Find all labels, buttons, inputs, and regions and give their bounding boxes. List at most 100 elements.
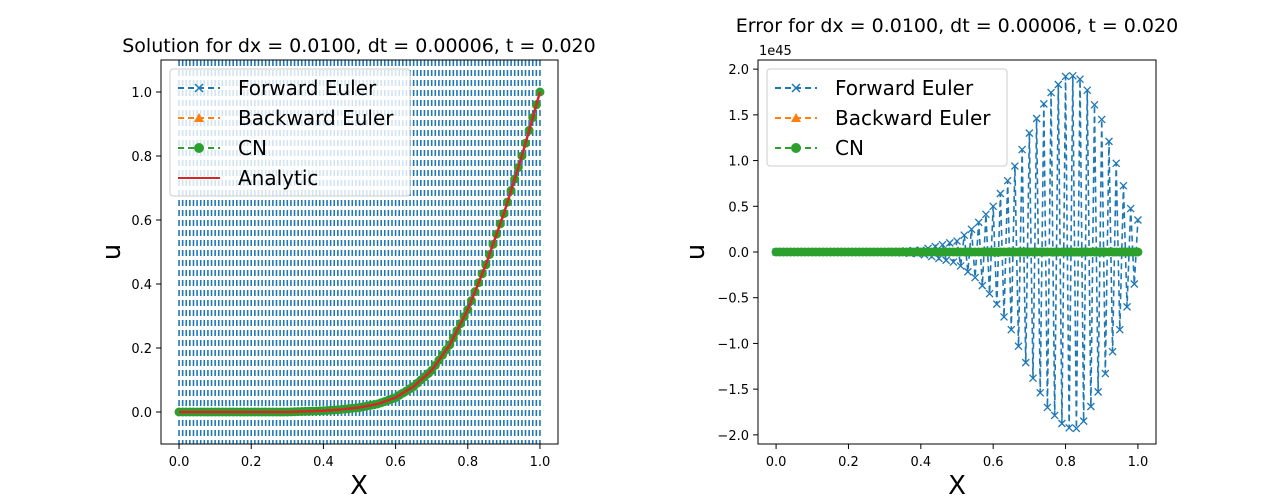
right-forward-euler-point [1000,312,1008,321]
right-forward-euler-point [1068,71,1077,80]
left-chart: Solution for dx = 0.0100, dt = 0.00006, … [97,35,596,500]
right-legend-forward-label: Forward Euler [835,76,974,100]
right-forward-euler-point [1079,417,1088,426]
right-forward-euler-point [1119,181,1128,190]
right-forward-euler-point [967,225,976,234]
right-forward-euler-point [953,237,961,245]
left-cn-point [535,87,545,97]
right-forward-euler-point [996,189,1005,198]
right-forward-euler-point [1025,129,1034,138]
right-forward-euler-point [1036,388,1045,397]
left-x-axis-label: X [350,471,368,500]
right-forward-euler-point [1072,424,1081,433]
right-cn-series [771,247,1143,257]
right-legend-cn-marker [775,143,817,153]
right-legend-box [766,68,1008,167]
right-xtick-label: 0.0 [766,455,787,470]
right-forward-euler-point [985,289,994,298]
right-forward-euler-point [1090,100,1099,109]
right-forward-euler-point [942,256,951,265]
left-legend-backward-marker [178,113,220,122]
right-xtick-label: 0.6 [983,455,1004,470]
right-cn-point [1133,247,1143,257]
right-legend: Forward Euler Backward Euler CN [766,68,1008,167]
right-forward-euler-point [956,261,965,270]
right-forward-euler-point [1039,99,1048,108]
left-ytick-label: 0.6 [131,214,152,229]
right-ytick-label: 0.0 [728,246,749,261]
right-legend-backward-marker [775,113,817,122]
right-ytick-label: 1.0 [728,155,749,170]
right-xtick-label: 1.0 [1128,455,1149,470]
left-ytick-label: 1.0 [131,86,152,101]
right-legend-cn-label: CN [835,136,864,160]
left-xtick-label: 0.8 [457,455,478,470]
right-forward-euler-point [1018,145,1027,154]
right-forward-euler-point [963,267,972,276]
left-y-axis-ticks: 0.0 0.2 0.4 0.6 0.8 1.0 [131,86,161,421]
right-forward-euler-point [1126,204,1135,213]
right-forward-euler-point [1112,159,1121,168]
right-forward-euler-point [1130,280,1139,288]
right-forward-euler-point [1076,75,1084,84]
right-forward-euler-point [989,202,998,211]
right-forward-euler-point [1003,176,1012,185]
right-forward-euler-point [1086,402,1095,411]
left-legend-box [169,68,411,197]
left-legend: Forward Euler Backward Euler CN Analytic [169,68,411,197]
left-ytick-label: 0.8 [131,150,152,165]
right-forward-euler-point [978,281,987,290]
right-chart-title: Error for dx = 0.0100, dt = 0.00006, t =… [736,15,1178,37]
left-xtick-label: 0.2 [241,455,262,470]
right-forward-euler-point [1032,114,1041,123]
left-analytic-series [179,91,542,414]
left-analytic-line [179,91,542,414]
right-ytick-label: −1.5 [717,383,749,398]
right-forward-euler-point [960,231,969,240]
right-legend-forward-marker [775,83,817,93]
right-forward-euler-point [1133,216,1142,224]
right-forward-euler-point [1010,162,1019,171]
left-xtick-label: 0.6 [385,455,406,470]
left-chart-title: Solution for dx = 0.0100, dt = 0.00006, … [122,35,595,57]
left-xtick-label: 0.0 [169,455,190,470]
right-ytick-label: −2.0 [717,429,749,444]
right-forward-euler-point [945,238,954,247]
right-ytick-label: 1.5 [728,109,749,124]
right-forward-euler-point [1065,423,1074,432]
right-forward-euler-point [1108,347,1117,356]
right-forward-euler-point [1105,137,1113,146]
right-forward-euler-point [1043,403,1052,412]
right-forward-euler-point [1115,325,1124,334]
right-ytick-label: 2.0 [728,63,749,78]
left-xtick-label: 0.4 [313,455,334,470]
right-forward-euler-point [1021,358,1030,367]
left-y-axis-label: u [97,244,127,260]
right-forward-euler-point [1094,387,1103,396]
right-forward-euler-point [1014,342,1023,351]
right-forward-euler-point [1057,419,1066,428]
right-xtick-label: 0.4 [910,455,931,470]
right-x-axis-ticks: 0.0 0.2 0.4 0.6 0.8 1.0 [766,444,1149,470]
right-forward-euler-point [1007,325,1016,334]
left-legend-forward-label: Forward Euler [238,76,377,100]
right-forward-euler-point [1123,302,1132,311]
right-forward-euler-point [1047,88,1056,97]
right-chart: Error for dx = 0.0100, dt = 0.00006, t =… [681,15,1178,500]
right-y-axis-label: u [681,244,711,260]
right-x-axis-label: X [948,471,966,500]
right-forward-euler-point [1054,80,1063,89]
left-ytick-label: 0.4 [131,278,152,293]
left-plot-frame [160,59,559,445]
left-legend-forward-marker [178,83,220,93]
left-xtick-label: 1.0 [530,455,551,470]
right-forward-euler-point [971,273,980,282]
right-forward-euler-point [981,210,990,219]
right-ytick-label: −1.0 [717,337,749,352]
right-forward-euler-point [1029,374,1037,383]
right-y-offset-text: 1e45 [759,44,792,59]
right-forward-euler-point [1097,115,1106,124]
right-xtick-label: 0.2 [838,455,859,470]
left-legend-backward-label: Backward Euler [238,106,394,130]
